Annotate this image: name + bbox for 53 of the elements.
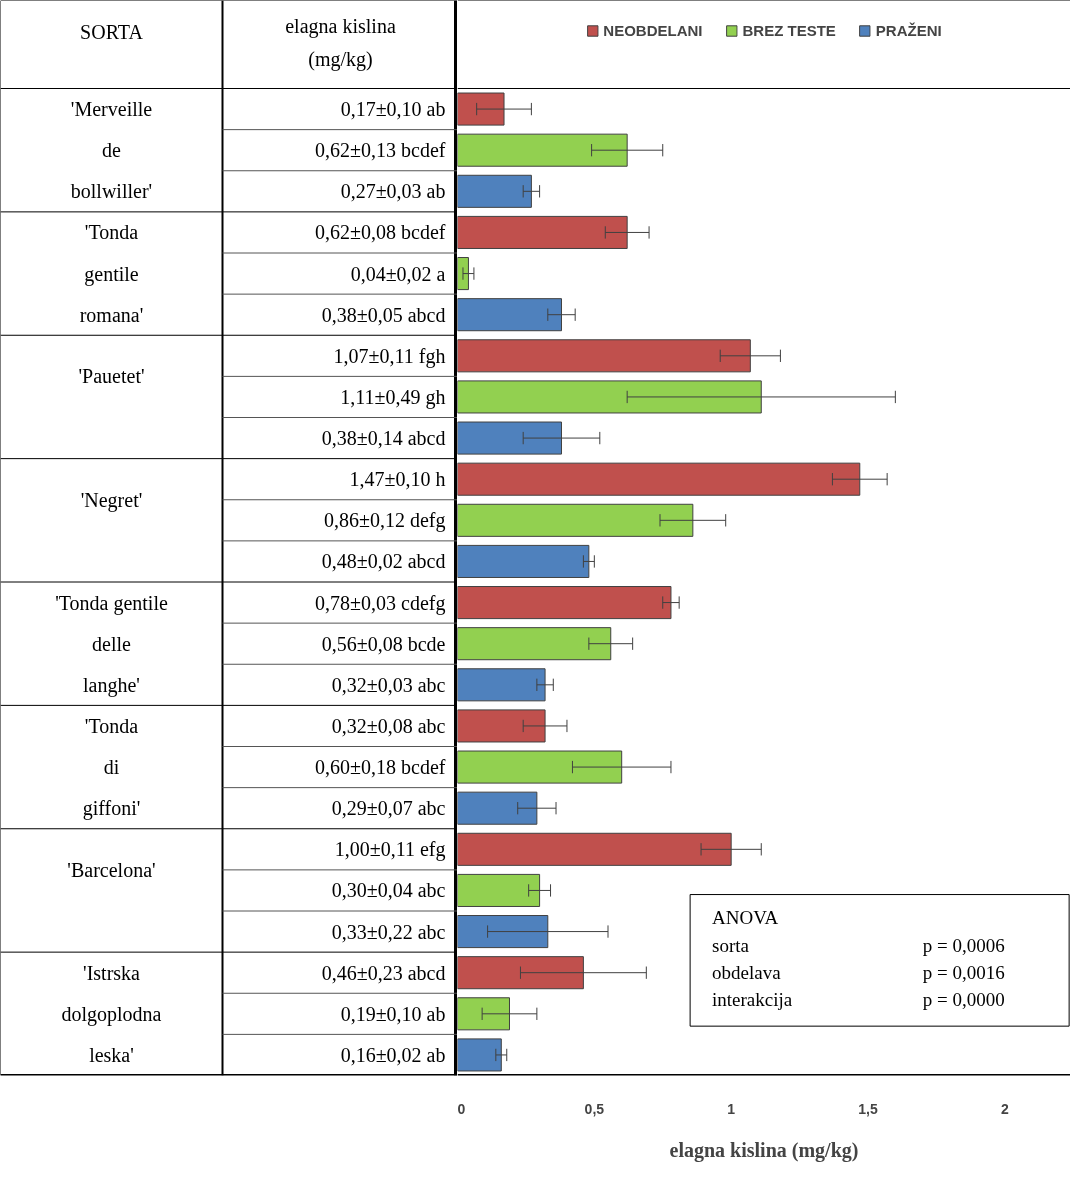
x-tick-label: 0 <box>457 1100 466 1117</box>
bar <box>457 544 590 578</box>
legend-label: NEOBDELANI <box>603 22 703 39</box>
x-axis-title: elagna kislina (mg/kg) <box>669 1138 859 1162</box>
annotation: sorta <box>712 935 750 957</box>
y-tick-label: 0,62±0,13 bcdef <box>315 139 446 162</box>
text: elagna kislina (mg/kg) <box>285 15 396 71</box>
y-tick-label: 1,07±0,11 fgh <box>333 344 446 368</box>
y-tick-label: 0,19±0,10 ab <box>340 1002 446 1025</box>
legend-label: PRAŽENI <box>875 22 942 39</box>
y-tick-label: 0,48±0,02 abcd <box>321 550 446 573</box>
y-tick-label: 0,29±0,07 abc <box>331 797 446 820</box>
text: 'Tonda di giffoni' <box>82 714 141 821</box>
text: 'Pauetet' <box>78 365 145 388</box>
y-tick-label: 0,38±0,05 abcd <box>321 303 446 326</box>
text: 'Merveille de bollwiller' <box>70 98 153 203</box>
y-tick-label: 0,60±0,18 bcdef <box>315 756 446 779</box>
y-tick-label: 1,11±0,49 gh <box>340 385 446 409</box>
y-tick-label: 0,46±0,23 abcd <box>321 961 446 984</box>
y-tick-label: 0,33±0,22 abc <box>331 920 446 943</box>
annotation: ANOVA <box>712 906 779 928</box>
y-tick-label: 0,78±0,03 cdefg <box>315 591 446 615</box>
y-tick-label: 0,30±0,04 abc <box>331 879 446 902</box>
y-tick-label: 0,86±0,12 defg <box>323 509 446 533</box>
annotation: obdelava <box>712 962 782 984</box>
y-tick-label: 0,17±0,10 ab <box>340 98 446 121</box>
y-tick-label: 0,32±0,08 abc <box>331 714 446 737</box>
y-tick-label: 0,04±0,02 a <box>350 262 446 285</box>
x-tick-label: 0,5 <box>584 1100 605 1117</box>
x-tick-label: 1,5 <box>858 1100 878 1117</box>
y-tick-label: 0,32±0,03 abc <box>331 673 446 696</box>
y-tick-label: 0,56±0,08 bcde <box>321 632 446 655</box>
text: SORTA <box>80 21 144 44</box>
x-tick-label: 2 <box>1000 1100 1009 1117</box>
annotation: p = 0,0006 <box>922 935 1005 957</box>
text: 'Tonda gentile romana' <box>79 221 144 326</box>
y-tick-label: 0,38±0,14 abcd <box>321 427 446 450</box>
y-tick-label: 1,47±0,10 h <box>349 468 446 491</box>
text: 'Barcelona' <box>67 858 156 881</box>
text: 'Istrska dolgoplodna leska' <box>61 961 162 1066</box>
bar <box>457 257 469 291</box>
legend-label: BREZ TESTE <box>742 22 836 39</box>
x-tick-label: 1 <box>727 1100 736 1117</box>
annotation: interakcija <box>712 988 793 1010</box>
y-tick-label: 1,00±0,11 efg <box>334 838 446 862</box>
y-tick-label: 0,16±0,02 ab <box>340 1043 446 1066</box>
annotation: p = 0,0016 <box>922 962 1005 984</box>
y-tick-label: 0,27±0,03 ab <box>340 180 446 203</box>
text: 'Negret' <box>80 488 143 512</box>
bar <box>457 1038 502 1072</box>
annotation: p = 0,0000 <box>922 988 1005 1010</box>
y-tick-label: 0,62±0,08 bcdef <box>315 221 446 244</box>
text: 'Tonda gentile delle langhe' <box>55 591 168 697</box>
